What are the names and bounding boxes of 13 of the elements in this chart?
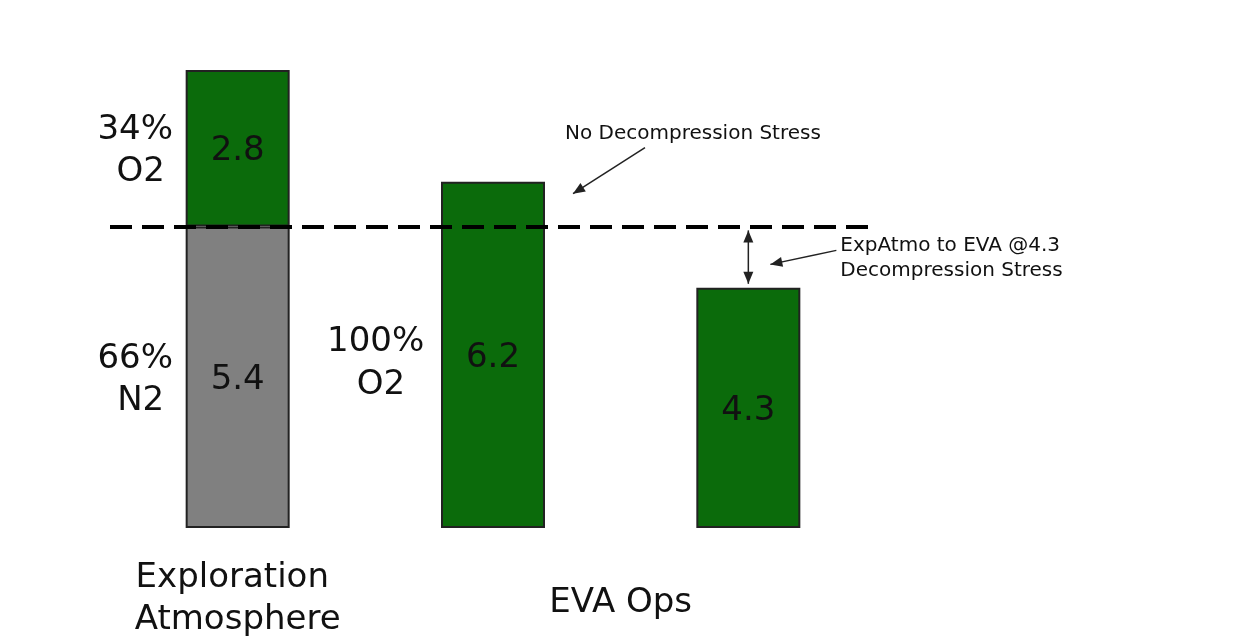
- bar: [696, 287, 801, 528]
- annotation: No Decompression Stress: [565, 119, 821, 144]
- data-label: 4.3: [721, 387, 776, 428]
- annotation: ExpAtmo to EVA @4.3 Decompression Stress: [840, 231, 1067, 281]
- x-tick-label: Exploration Atmosphere: [134, 555, 341, 637]
- annotation: 66% N2: [97, 335, 184, 419]
- annotation: 34% O2: [97, 106, 184, 190]
- data-label: 2.8: [210, 128, 265, 169]
- data-label: 5.4: [210, 357, 265, 398]
- annotation: 100% O2: [326, 319, 436, 402]
- bar: [441, 181, 545, 528]
- text: EVA Ops: [549, 580, 693, 620]
- data-label: 6.2: [465, 334, 521, 375]
